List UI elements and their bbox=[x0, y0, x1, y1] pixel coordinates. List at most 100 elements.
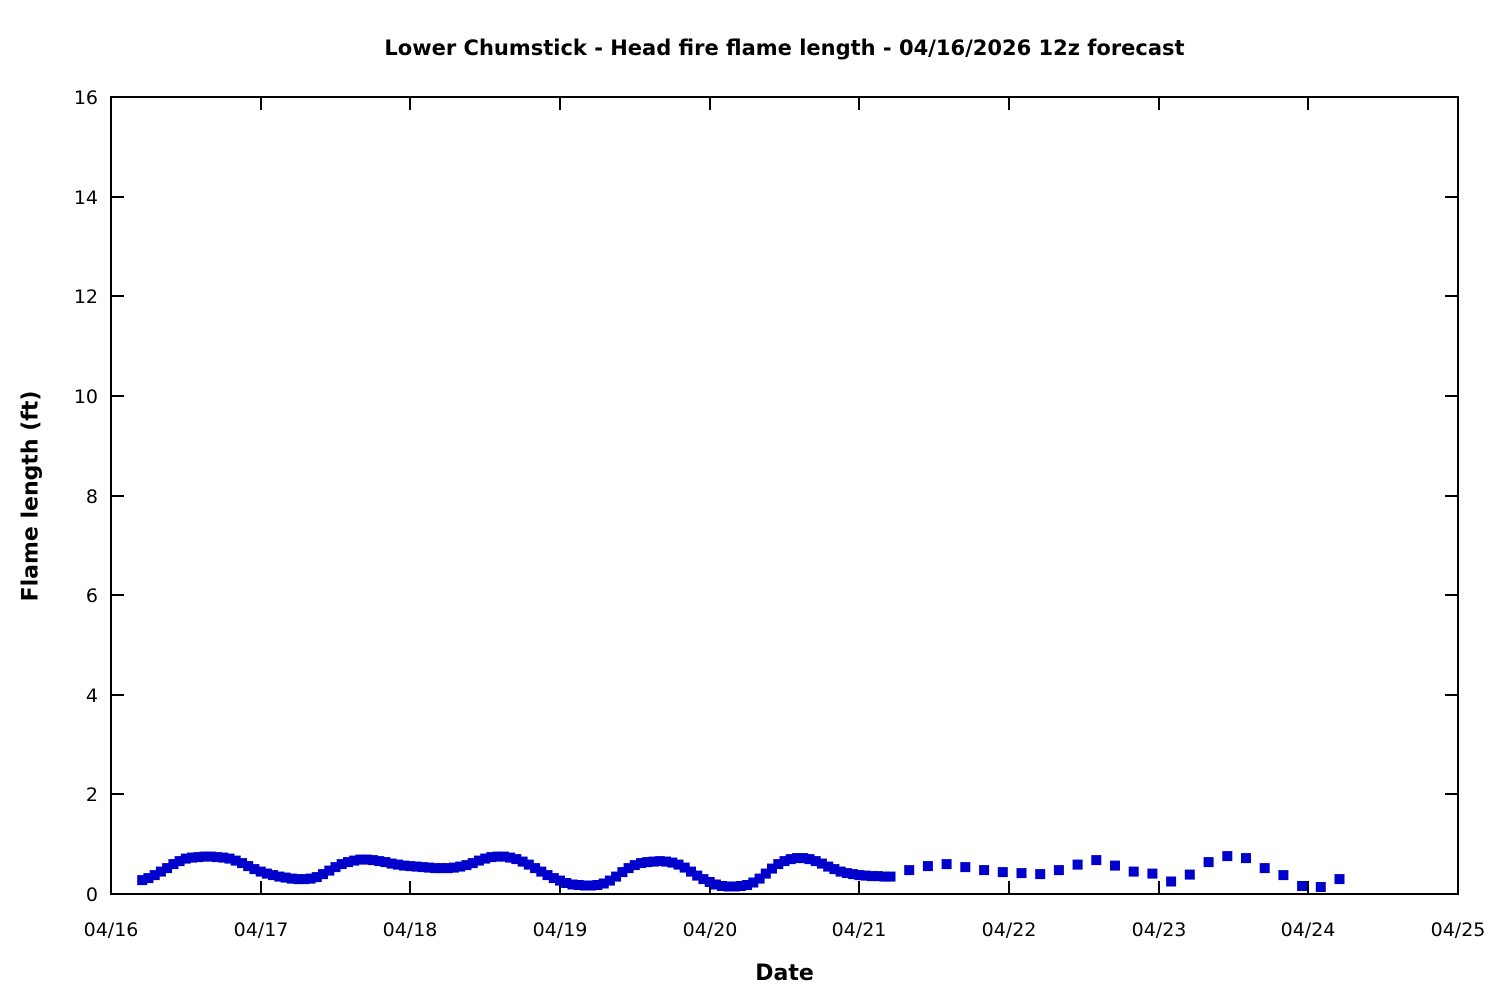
data-point bbox=[305, 873, 316, 884]
y-tick-label: 16 bbox=[74, 87, 98, 109]
data-point bbox=[1091, 855, 1102, 866]
x-tick-label: 04/20 bbox=[683, 919, 738, 941]
data-point bbox=[1315, 882, 1326, 892]
data-point bbox=[823, 861, 834, 872]
data-point bbox=[237, 858, 247, 869]
data-point bbox=[168, 859, 179, 870]
data-point bbox=[904, 865, 915, 876]
data-point bbox=[810, 856, 821, 867]
data-point bbox=[224, 853, 235, 864]
data-point bbox=[729, 881, 740, 892]
data-point bbox=[330, 862, 341, 873]
data-point bbox=[723, 881, 734, 892]
data-point bbox=[748, 877, 759, 888]
data-point bbox=[1241, 853, 1251, 864]
plot-frame bbox=[110, 96, 1459, 895]
data-point bbox=[174, 856, 185, 867]
x-tick-label: 04/19 bbox=[533, 919, 588, 941]
data-point bbox=[1297, 881, 1308, 891]
data-point bbox=[492, 851, 503, 862]
data-point bbox=[692, 870, 703, 881]
x-tick-label: 04/16 bbox=[84, 919, 139, 941]
data-point bbox=[455, 861, 466, 872]
data-point bbox=[480, 853, 491, 864]
y-tick-label: 0 bbox=[86, 884, 98, 906]
data-point bbox=[586, 880, 597, 891]
data-point bbox=[654, 856, 665, 867]
data-point bbox=[1259, 863, 1270, 874]
data-point bbox=[592, 880, 603, 890]
data-point bbox=[785, 854, 796, 865]
data-point bbox=[461, 860, 472, 871]
data-point bbox=[860, 870, 871, 881]
data-point bbox=[548, 873, 559, 884]
data-point bbox=[399, 860, 410, 871]
data-point bbox=[611, 871, 622, 882]
data-point bbox=[829, 864, 840, 875]
data-point bbox=[1072, 859, 1083, 870]
data-point bbox=[835, 866, 846, 877]
data-point bbox=[137, 875, 148, 886]
data-point bbox=[187, 852, 198, 863]
data-point bbox=[1016, 868, 1027, 879]
data-point bbox=[1222, 851, 1233, 862]
data-point bbox=[573, 880, 584, 890]
data-point bbox=[673, 859, 684, 870]
data-point bbox=[1184, 869, 1195, 880]
y-tick-label: 12 bbox=[74, 286, 98, 308]
data-point bbox=[536, 866, 547, 877]
data-point bbox=[997, 867, 1008, 878]
chart-title: Lower Chumstick - Head fire flame length… bbox=[384, 36, 1185, 60]
data-point bbox=[380, 857, 391, 868]
data-point bbox=[555, 875, 565, 886]
x-tick-label: 04/21 bbox=[832, 919, 887, 941]
data-point bbox=[417, 862, 428, 873]
y-tick-label: 2 bbox=[86, 784, 98, 806]
data-point bbox=[249, 864, 260, 875]
data-point bbox=[854, 870, 865, 881]
data-point bbox=[642, 857, 653, 868]
data-point bbox=[498, 851, 509, 862]
y-tick-label: 10 bbox=[74, 386, 98, 408]
data-point bbox=[442, 863, 453, 874]
data-point bbox=[567, 879, 578, 890]
data-point bbox=[979, 865, 990, 876]
data-point bbox=[205, 851, 216, 862]
data-point bbox=[679, 862, 690, 873]
data-point bbox=[579, 880, 590, 891]
data-point bbox=[710, 879, 721, 890]
data-point bbox=[261, 868, 272, 879]
data-point bbox=[773, 859, 784, 870]
data-point bbox=[436, 863, 447, 874]
data-point bbox=[349, 855, 360, 866]
data-point bbox=[717, 881, 728, 891]
data-point bbox=[374, 856, 385, 867]
data-point bbox=[879, 871, 890, 882]
data-point bbox=[629, 860, 640, 871]
data-point bbox=[848, 869, 859, 880]
data-point bbox=[367, 855, 378, 866]
data-point bbox=[873, 871, 883, 882]
data-point bbox=[922, 861, 933, 872]
data-point bbox=[542, 870, 553, 881]
x-tick-label: 04/22 bbox=[982, 919, 1037, 941]
data-point bbox=[343, 857, 353, 868]
data-point bbox=[885, 871, 896, 882]
data-point bbox=[779, 856, 790, 867]
y-tick-label: 14 bbox=[74, 187, 98, 209]
data-point bbox=[467, 858, 478, 869]
data-point bbox=[735, 881, 746, 891]
data-point bbox=[280, 872, 291, 883]
data-point bbox=[255, 866, 266, 877]
data-point bbox=[143, 873, 154, 884]
x-tick-label: 04/25 bbox=[1431, 919, 1486, 941]
data-point bbox=[318, 869, 328, 880]
y-tick-label: 8 bbox=[86, 486, 98, 508]
data-point bbox=[162, 863, 173, 874]
data-point bbox=[230, 855, 241, 866]
data-point bbox=[1128, 866, 1139, 877]
data-point bbox=[511, 854, 522, 865]
data-point bbox=[866, 871, 877, 882]
